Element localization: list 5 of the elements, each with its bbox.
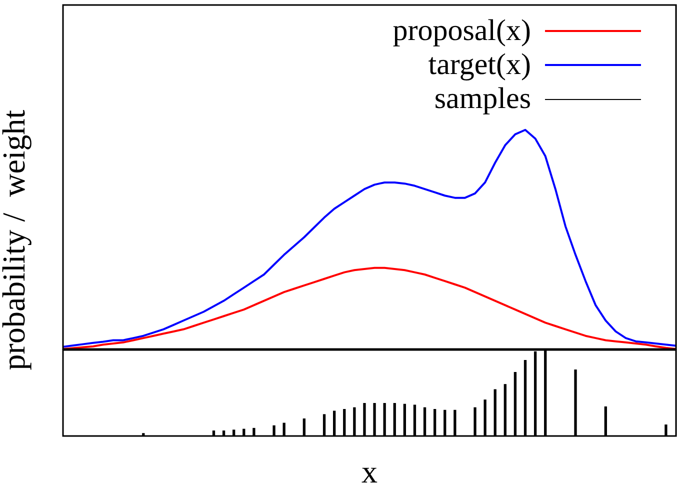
legend-label: target(x) <box>428 48 531 82</box>
legend-label: samples <box>434 82 531 116</box>
x-axis-title: x <box>362 453 378 490</box>
legend-label: proposal(x) <box>392 14 531 48</box>
y-axis-title: probability / weight <box>0 110 32 370</box>
